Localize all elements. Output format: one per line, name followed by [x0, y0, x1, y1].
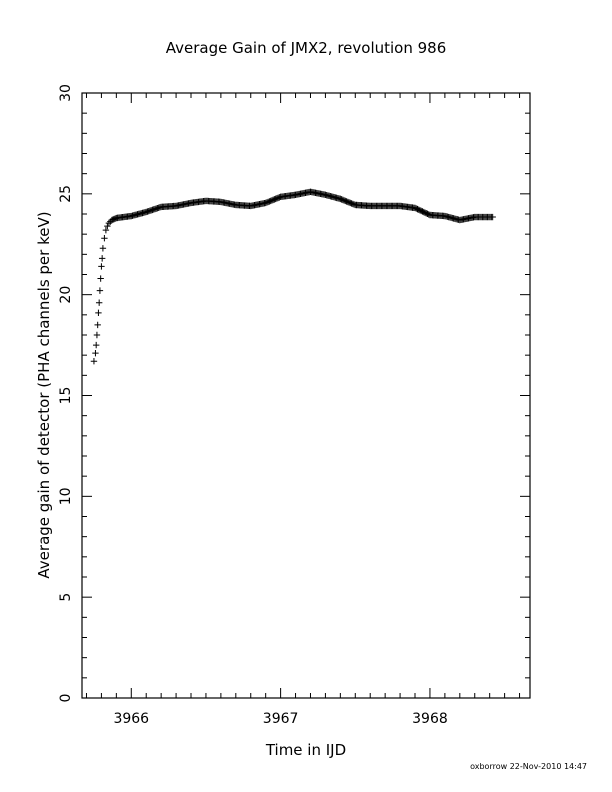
y-tick-label: 0	[58, 694, 74, 703]
data-point	[489, 213, 496, 221]
y-tick-label: 20	[58, 286, 74, 304]
y-tick-labels: 0 5 10 15 20 25 30	[58, 84, 74, 702]
data-point	[99, 245, 107, 252]
axis-ticks	[82, 92, 530, 699]
plot-frame	[81, 92, 531, 699]
data-point	[95, 309, 102, 317]
data-point	[102, 226, 110, 234]
data-point	[92, 349, 99, 357]
x-axis-label: Time in IJD	[265, 741, 346, 759]
data-point	[96, 287, 104, 294]
data-points	[90, 188, 496, 365]
data-point	[98, 255, 106, 262]
data-point	[92, 341, 100, 349]
data-point	[95, 299, 103, 306]
data-point	[98, 263, 105, 270]
y-tick-label: 25	[58, 185, 74, 203]
x-tick-label: 3967	[263, 711, 299, 727]
data-point	[97, 275, 104, 282]
data-point	[90, 358, 98, 365]
data-point	[104, 222, 111, 230]
footer-stamp: oxborrow 22-Nov-2010 14:47	[470, 762, 587, 771]
data-point	[105, 219, 113, 227]
x-tick-labels: 3966 3967 3968	[113, 711, 447, 727]
y-tick-label: 5	[58, 593, 74, 602]
y-axis-label: Average gain of detector (PHA channels p…	[35, 211, 53, 578]
y-tick-label: 15	[58, 387, 74, 405]
x-tick-label: 3968	[412, 711, 448, 727]
y-tick-label: 10	[58, 487, 74, 505]
y-tick-label: 30	[58, 84, 74, 102]
chart-title: Average Gain of JMX2, revolution 986	[166, 39, 447, 57]
data-point	[94, 321, 101, 329]
x-tick-label: 3966	[113, 711, 149, 727]
data-point	[93, 331, 101, 339]
data-point	[101, 235, 108, 242]
